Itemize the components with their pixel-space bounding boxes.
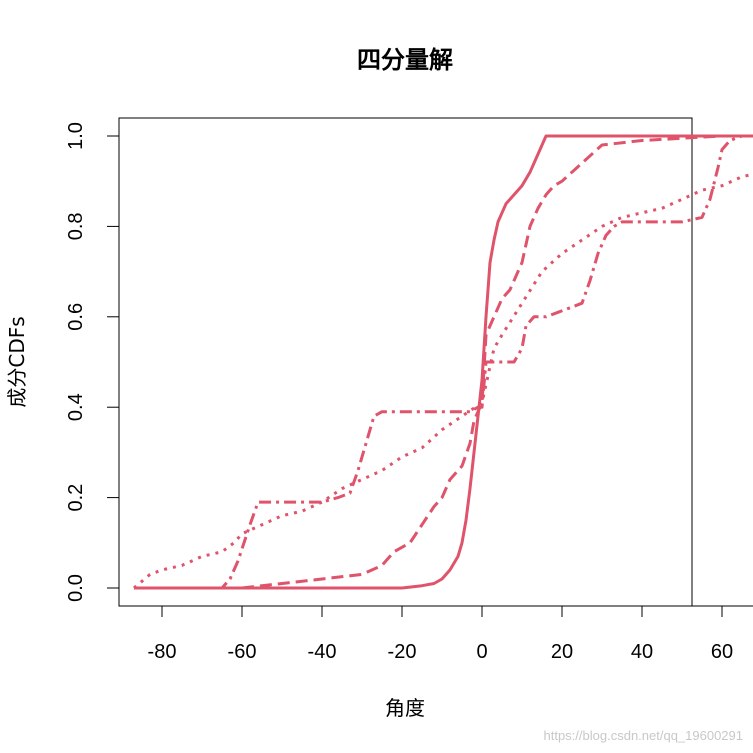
y-tick-label: 0.8 — [65, 212, 87, 240]
series-solid-line — [134, 134, 753, 590]
x-tick-label: 0 — [476, 641, 487, 663]
y-axis: 0.0 0.2 0.4 0.6 0.8 1.0 — [65, 122, 120, 602]
x-axis-label: 角度 — [385, 696, 425, 720]
x-axis: -80-60-40-20020406080 — [148, 605, 753, 663]
x-tick-label: 20 — [551, 641, 573, 663]
x-tick-label: -60 — [228, 641, 257, 663]
x-tick-label: 60 — [711, 641, 733, 663]
x-tick-label: 40 — [631, 641, 653, 663]
y-tick-label: 1.0 — [65, 122, 87, 150]
series-dashed-line — [134, 134, 753, 590]
x-tick-label: -20 — [388, 641, 417, 663]
series-layer — [133, 134, 753, 590]
watermark: https://blog.csdn.net/qq_19600291 — [544, 728, 744, 743]
y-tick-label: 0.2 — [65, 484, 87, 512]
y-tick-label: 0.6 — [65, 303, 87, 331]
y-axis-label: 成分CDFs — [5, 316, 29, 407]
chart-title: 四分量解 — [357, 46, 453, 74]
x-tick-label: -40 — [308, 641, 337, 663]
y-tick-label: 0.0 — [65, 574, 87, 602]
x-tick-label: -80 — [148, 641, 177, 663]
y-tick-label: 0.4 — [65, 393, 87, 421]
